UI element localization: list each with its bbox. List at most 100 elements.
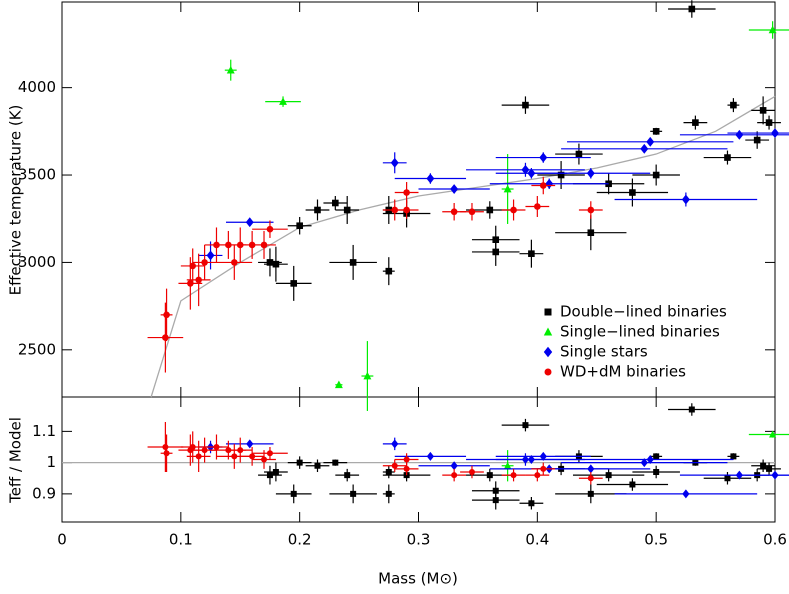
marker (522, 422, 529, 429)
marker (587, 475, 594, 482)
marker (486, 206, 494, 214)
marker (539, 451, 547, 461)
x-tick-label: 0.1 (169, 531, 193, 549)
marker (403, 456, 410, 463)
marker (403, 465, 410, 472)
marker (753, 136, 761, 144)
marker (349, 259, 357, 266)
x-tick-label: 0.4 (525, 531, 549, 549)
marker (640, 458, 648, 468)
legend-marker (543, 327, 553, 336)
marker (503, 184, 512, 193)
marker (290, 490, 297, 497)
ratio-tick-label: 1 (46, 453, 56, 471)
marker (688, 406, 695, 413)
y-tick-label: 3500 (18, 166, 56, 184)
marker (527, 455, 535, 464)
marker (528, 250, 535, 257)
ratio-axis-label: Teff / Model (7, 417, 25, 504)
marker (279, 97, 287, 105)
marker (646, 455, 654, 464)
marker (332, 199, 339, 207)
marker (403, 206, 410, 214)
marker (692, 119, 699, 126)
marker (332, 459, 339, 466)
y-tick-label: 4000 (18, 78, 56, 96)
marker (450, 208, 458, 216)
x-tick-label: 0.3 (407, 531, 431, 549)
marker (587, 206, 595, 214)
marker (201, 259, 208, 266)
marker (350, 490, 357, 497)
marker (272, 469, 279, 475)
marker (163, 311, 170, 319)
marker (237, 447, 244, 454)
marker (468, 208, 476, 216)
marker (586, 168, 595, 179)
marker (646, 136, 655, 147)
x-axis-label: Mass (M⊙) (378, 570, 458, 588)
marker (403, 189, 410, 196)
marker (492, 497, 499, 504)
marker (522, 101, 529, 109)
marker (629, 481, 636, 488)
marker (260, 241, 268, 249)
marker (504, 461, 512, 469)
marker (272, 260, 280, 268)
marker (730, 101, 737, 109)
legend-marker (543, 346, 553, 358)
marker (724, 154, 731, 161)
marker (528, 500, 535, 507)
legend-label: Single−lined binaries (560, 323, 720, 341)
x-tick-label: 0.5 (644, 531, 668, 549)
marker (688, 5, 696, 13)
marker (724, 475, 731, 482)
marker (314, 206, 321, 214)
legend-marker (544, 368, 552, 376)
marker (769, 430, 777, 438)
marker (451, 472, 458, 479)
marker (468, 469, 475, 475)
marker (426, 173, 435, 184)
marker (163, 450, 170, 457)
ratio-tick-label: 1.1 (32, 422, 56, 440)
y-tick-label: 2500 (18, 340, 56, 358)
marker (681, 194, 690, 205)
marker (195, 453, 202, 460)
marker (768, 25, 777, 34)
marker (162, 334, 169, 341)
marker (245, 217, 254, 228)
marker (540, 465, 547, 472)
model-line (150, 95, 776, 398)
marker (266, 259, 274, 266)
marker (385, 490, 392, 497)
legend-label: Double−lined binaries (560, 303, 727, 321)
marker (189, 262, 197, 270)
marker (771, 128, 779, 139)
marker (539, 182, 547, 189)
marker (249, 453, 256, 460)
x-tick-label: 0.6 (763, 531, 787, 549)
y-tick-label: 3000 (18, 253, 56, 271)
marker (510, 206, 517, 214)
x-tick-label: 0.2 (288, 531, 312, 549)
marker (492, 248, 500, 256)
marker (605, 472, 612, 479)
marker (653, 453, 660, 460)
marker (213, 444, 220, 450)
marker (587, 229, 595, 237)
marker (290, 280, 298, 287)
marker (735, 129, 744, 140)
ratio-tick-label: 0.9 (32, 484, 56, 502)
marker (629, 189, 636, 196)
marker (510, 472, 517, 479)
marker (766, 465, 773, 472)
marker (534, 472, 541, 479)
marker (575, 150, 583, 158)
marker (539, 152, 548, 163)
marker (587, 464, 595, 474)
marker (450, 461, 458, 471)
marker (206, 250, 215, 261)
marker (343, 206, 351, 214)
